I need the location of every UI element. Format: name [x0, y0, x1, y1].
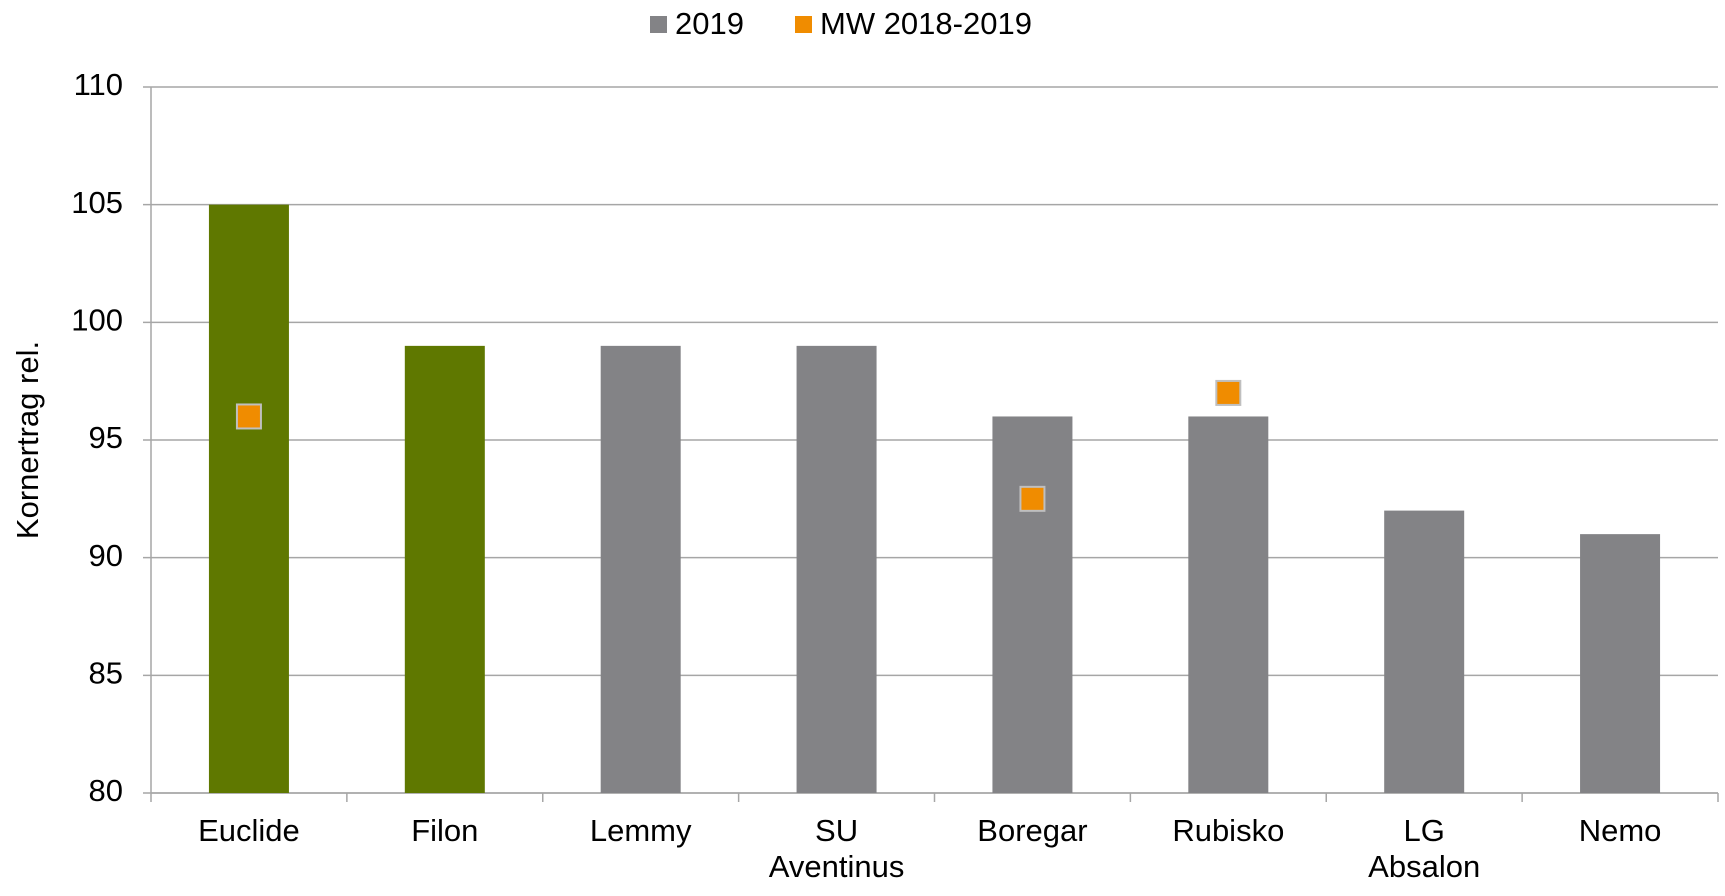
y-tick-label: 90 — [89, 538, 123, 573]
legend-swatch — [795, 16, 812, 33]
y-tick-label: 95 — [89, 420, 123, 455]
bar — [600, 345, 681, 793]
bar — [404, 345, 485, 793]
legend-label: MW 2018-2019 — [820, 6, 1032, 41]
y-tick-label: 110 — [74, 67, 123, 102]
bar — [1580, 534, 1661, 793]
x-tick-label: Filon — [411, 813, 479, 848]
marker — [1215, 379, 1242, 406]
bar — [992, 416, 1073, 793]
marker — [235, 403, 262, 430]
legend-label: 2019 — [675, 6, 744, 41]
y-tick-label: 100 — [71, 303, 123, 338]
bar — [796, 345, 877, 793]
x-tick-label: Boregar — [977, 813, 1088, 848]
x-tick-label: LG Absalon — [1368, 813, 1481, 884]
bar — [1384, 510, 1465, 793]
x-tick-label: Nemo — [1578, 813, 1662, 848]
y-tick-label: 80 — [89, 773, 123, 808]
legend-swatch — [650, 16, 667, 33]
bar — [1188, 416, 1269, 793]
bar — [208, 204, 289, 793]
y-tick-label: 85 — [89, 656, 123, 691]
x-tick-label: SU Aventinus — [768, 813, 905, 884]
x-tick-label: Lemmy — [589, 813, 692, 848]
x-tick-label: Euclide — [198, 813, 300, 848]
y-axis-title: Kornertrag rel. — [10, 341, 45, 539]
x-tick-label: Rubisko — [1172, 813, 1285, 848]
marker — [1019, 485, 1046, 512]
y-tick-label: 105 — [71, 185, 123, 220]
